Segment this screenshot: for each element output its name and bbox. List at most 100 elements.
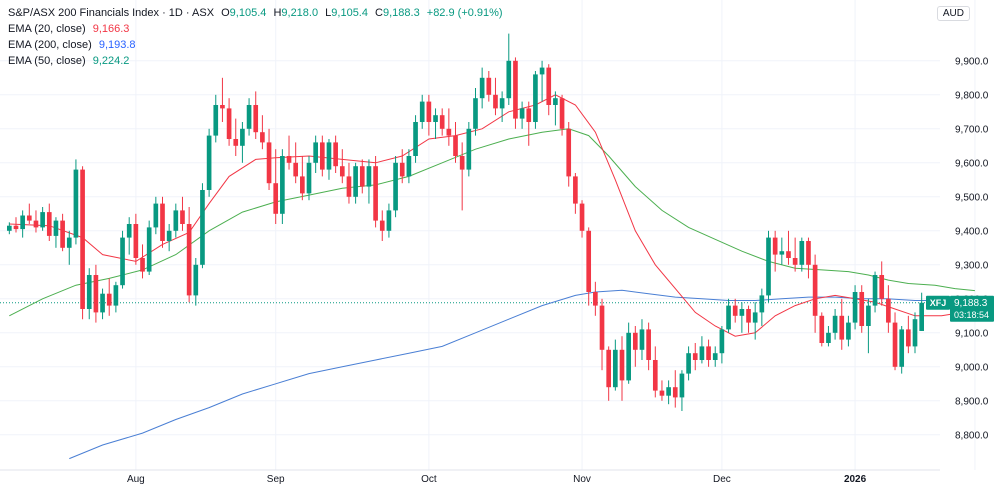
candle — [826, 326, 831, 347]
candle — [506, 33, 512, 105]
last-price-tag: XFJ 9,188.303:18:54 — [926, 295, 994, 322]
candle-body — [899, 329, 905, 367]
candle — [899, 326, 905, 374]
candle — [473, 88, 478, 136]
price-tick-label: 9,800.0 — [955, 90, 989, 101]
time-tick-label: Nov — [573, 474, 591, 485]
candle — [466, 122, 472, 177]
candle — [173, 203, 179, 238]
legend-ema-50[interactable]: EMA (50, close) 9,224.2 — [8, 55, 130, 67]
candle-body — [912, 319, 918, 347]
candle-body — [153, 203, 159, 228]
price-tick-label: 8,800.0 — [955, 430, 989, 441]
candle-body — [566, 128, 572, 177]
candle-body — [699, 346, 705, 360]
candle-body — [692, 353, 698, 360]
candle-body — [766, 237, 771, 296]
candle-body — [399, 162, 405, 177]
time-tick-label: 2026 — [844, 474, 867, 485]
ema-200-line — [69, 289, 975, 460]
candle-body — [712, 353, 718, 360]
candle-body — [626, 332, 631, 381]
candle — [286, 135, 292, 170]
candle-body — [652, 360, 658, 391]
candle — [273, 149, 279, 224]
currency-button[interactable]: AUD — [936, 6, 970, 21]
candle — [559, 94, 565, 136]
last-price-label: 9,188.3 — [954, 298, 988, 309]
legend-ema-20[interactable]: EMA (20, close) 9,166.3 — [8, 23, 130, 35]
candle — [652, 346, 658, 398]
candle-body — [339, 166, 345, 177]
candle — [706, 339, 711, 367]
candle — [193, 258, 199, 306]
candle — [326, 139, 332, 180]
candle — [306, 156, 312, 201]
candle-body — [539, 67, 545, 75]
candle — [759, 288, 765, 326]
price-axis[interactable]: 8,800.08,900.09,000.09,100.09,200.09,300… — [955, 56, 989, 441]
candle-body — [393, 162, 398, 211]
candle-body — [253, 105, 259, 133]
candle-body — [479, 77, 485, 99]
price-tick-label: 9,100.0 — [955, 328, 989, 339]
candle-body — [579, 203, 585, 231]
candle — [886, 285, 891, 333]
instrument-name[interactable]: S&P/ASX 200 Financials Index · 1D · ASX — [8, 7, 215, 19]
candle-body — [346, 176, 352, 197]
candle — [906, 315, 911, 354]
candle-body — [886, 298, 891, 323]
candle-body — [313, 142, 318, 163]
candle-body — [240, 128, 245, 146]
candle-body — [473, 98, 478, 129]
candle — [153, 196, 159, 235]
candle — [819, 312, 825, 347]
price-tick-label: 9,000.0 — [955, 362, 989, 373]
candle-body — [526, 108, 532, 122]
candle — [366, 159, 372, 204]
candle-body — [180, 210, 185, 224]
candle — [812, 254, 818, 333]
candle — [513, 57, 518, 129]
candle-body — [533, 74, 538, 122]
candle-body — [300, 176, 305, 194]
candle-body — [553, 98, 558, 105]
candle-body — [619, 349, 625, 381]
candle-body — [746, 309, 751, 323]
candle-body — [726, 305, 731, 330]
candle — [566, 122, 572, 187]
candle — [872, 271, 878, 313]
candle — [180, 196, 185, 231]
candle-body — [613, 349, 618, 388]
candle — [313, 135, 318, 173]
symbol-tag — [926, 295, 950, 310]
candle-body — [666, 387, 671, 396]
candle — [479, 67, 485, 109]
candle — [533, 71, 538, 129]
candle-body — [273, 183, 279, 214]
candle — [539, 60, 545, 102]
candle-body — [806, 241, 811, 265]
candle-body — [226, 108, 232, 139]
candle-body — [859, 292, 865, 326]
candle-body — [459, 156, 465, 170]
candle — [779, 237, 785, 265]
candle — [593, 281, 598, 316]
candle — [186, 207, 192, 303]
legend-ema-200[interactable]: EMA (200, close) 9,193.8 — [8, 39, 136, 51]
candle — [213, 94, 219, 143]
candle — [253, 91, 259, 139]
candle — [80, 166, 85, 320]
candle — [892, 312, 898, 371]
time-tick-label: Aug — [127, 474, 145, 485]
candle — [333, 135, 338, 173]
ema-200-value: 9,193.8 — [98, 39, 136, 51]
time-axis[interactable]: Aug Sep Oct Nov Dec 2026 — [127, 474, 867, 485]
candle-body — [93, 275, 99, 313]
candle-body — [506, 60, 512, 99]
candle — [206, 128, 212, 197]
candle-body — [40, 212, 45, 228]
candle-body — [113, 285, 119, 306]
candle — [33, 210, 39, 233]
